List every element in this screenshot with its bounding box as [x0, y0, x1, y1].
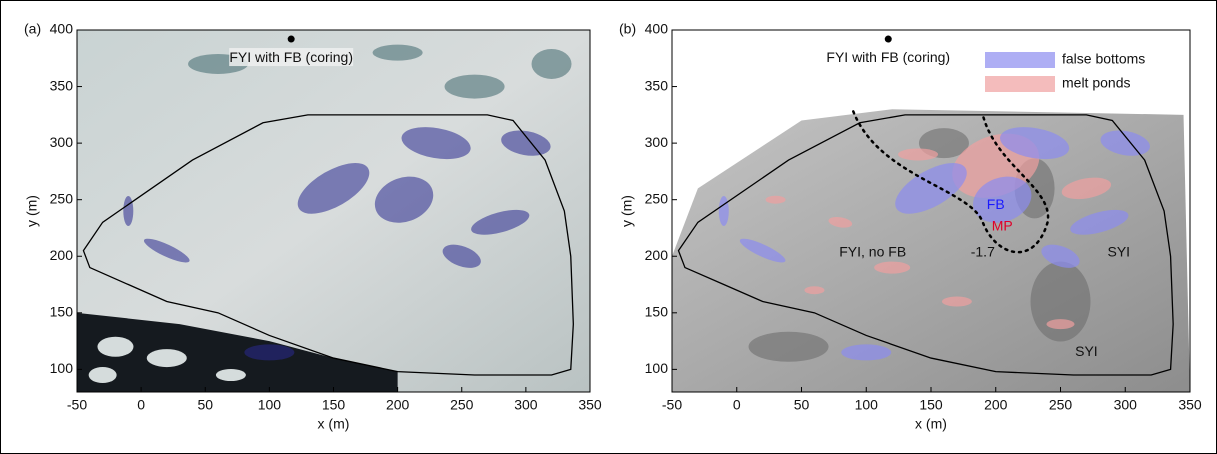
- thick-ice: [1030, 261, 1091, 342]
- y-tick-label: 350: [50, 77, 74, 93]
- y-tick-label: 250: [50, 190, 74, 206]
- coring-site: [287, 35, 295, 43]
- y-tick-label: 150: [50, 304, 74, 320]
- melt-pond-area: [828, 216, 853, 228]
- false-bottom-area: [1100, 130, 1150, 156]
- false-bottom-area: [1000, 127, 1070, 160]
- x-tick-label: 50: [794, 397, 810, 413]
- annotation: FYI, no FB: [839, 244, 906, 260]
- x-tick-label: 200: [984, 397, 1008, 413]
- false-bottom-area: [739, 238, 786, 263]
- survey-boundary: [82, 114, 574, 376]
- annotation: FB: [987, 196, 1005, 212]
- false-bottom-area: [297, 163, 370, 214]
- y-tick-label: 350: [645, 77, 669, 93]
- x-axis-label: x (m): [318, 416, 350, 432]
- y-tick-label: 200: [50, 247, 74, 263]
- y-tick-label: 100: [645, 360, 669, 376]
- x-tick-label: 0: [137, 397, 145, 413]
- melt-pond-area: [804, 286, 825, 295]
- false-bottom-area: [973, 176, 1032, 223]
- false-bottom-area: [718, 196, 729, 226]
- annotation: SYI: [1107, 244, 1130, 260]
- x-tick-label: -50: [662, 397, 682, 413]
- x-tick-label: 100: [855, 397, 879, 413]
- annotation: MP: [992, 218, 1013, 234]
- y-tick-label: 150: [645, 304, 669, 320]
- false-bottom-area: [471, 209, 530, 235]
- x-tick-label: 0: [733, 397, 741, 413]
- point-label: FYI with FB (coring): [826, 49, 950, 65]
- melt-pond-area: [1046, 319, 1075, 330]
- annotation: -1.7: [971, 244, 995, 260]
- panel: -50 0 50 100 150 200 250 300 350 100 150 200 250 300 3…: [24, 21, 602, 432]
- legend-swatch: [985, 52, 1055, 68]
- y-axis-label: y (m): [24, 195, 40, 227]
- pond: [531, 48, 572, 79]
- survey-boundary: [677, 114, 1174, 376]
- false-bottom-area: [1070, 209, 1129, 235]
- legend-swatch: [985, 76, 1055, 92]
- legend-label: melt ponds: [1062, 75, 1130, 91]
- imagery: [672, 109, 1190, 392]
- x-tick-label: 250: [450, 397, 474, 413]
- x-tick-label: 350: [578, 397, 602, 413]
- y-tick-label: 250: [645, 190, 669, 206]
- x-tick-label: 300: [1114, 397, 1138, 413]
- panel: -50 0 50 100 150 200 250 300 350 100 150 200 250 300 3…: [619, 21, 1202, 432]
- x-tick-label: 300: [514, 397, 538, 413]
- annotation: SYI: [1075, 343, 1098, 359]
- imagery: [77, 30, 590, 392]
- panel-label: (a): [24, 21, 41, 37]
- x-tick-label: 100: [258, 397, 282, 413]
- thick-ice: [748, 331, 829, 362]
- false-bottom-area: [401, 127, 471, 160]
- y-tick-label: 300: [50, 134, 74, 150]
- floe: [97, 336, 134, 357]
- x-tick-label: 150: [322, 397, 346, 413]
- y-axis-label: y (m): [619, 195, 635, 227]
- false-bottom-area: [442, 244, 481, 268]
- false-bottom-area: [143, 238, 190, 263]
- y-tick-label: 400: [645, 21, 669, 37]
- false-bottom-area: [374, 176, 434, 223]
- y-tick-label: 100: [50, 360, 74, 376]
- x-tick-label: 200: [386, 397, 410, 413]
- legend-label: false bottoms: [1062, 51, 1145, 67]
- false-bottom-area: [123, 196, 134, 226]
- x-tick-label: 50: [197, 397, 213, 413]
- floe: [146, 349, 187, 368]
- x-tick-label: 350: [1178, 397, 1202, 413]
- false-bottom-area: [841, 344, 892, 361]
- x-tick-label: -50: [67, 397, 87, 413]
- melt-pond-area: [874, 261, 911, 274]
- melt-pond-area: [941, 296, 972, 307]
- panel-label: (b): [619, 21, 636, 37]
- isoline: [852, 110, 1050, 254]
- y-tick-label: 200: [645, 247, 669, 263]
- pond: [372, 44, 423, 61]
- melt-pond-area: [765, 195, 786, 204]
- x-tick-label: 150: [919, 397, 943, 413]
- point-label: FYI with FB (coring): [229, 49, 353, 65]
- x-tick-label: 250: [1049, 397, 1073, 413]
- pond: [444, 74, 505, 99]
- y-tick-label: 300: [645, 134, 669, 150]
- false-bottom-area: [895, 163, 967, 214]
- x-axis-label: x (m): [915, 416, 947, 432]
- false-bottom-area: [244, 344, 295, 361]
- floe: [88, 367, 117, 384]
- coring-site: [884, 35, 892, 43]
- open-water: [77, 312, 398, 392]
- label-bg: [229, 48, 354, 67]
- floe: [215, 369, 246, 382]
- y-tick-label: 400: [50, 21, 74, 37]
- melt-pond-area: [1061, 177, 1112, 200]
- false-bottom-area: [501, 130, 551, 156]
- melt-pond-area: [898, 148, 939, 161]
- false-bottom-area: [1041, 244, 1080, 268]
